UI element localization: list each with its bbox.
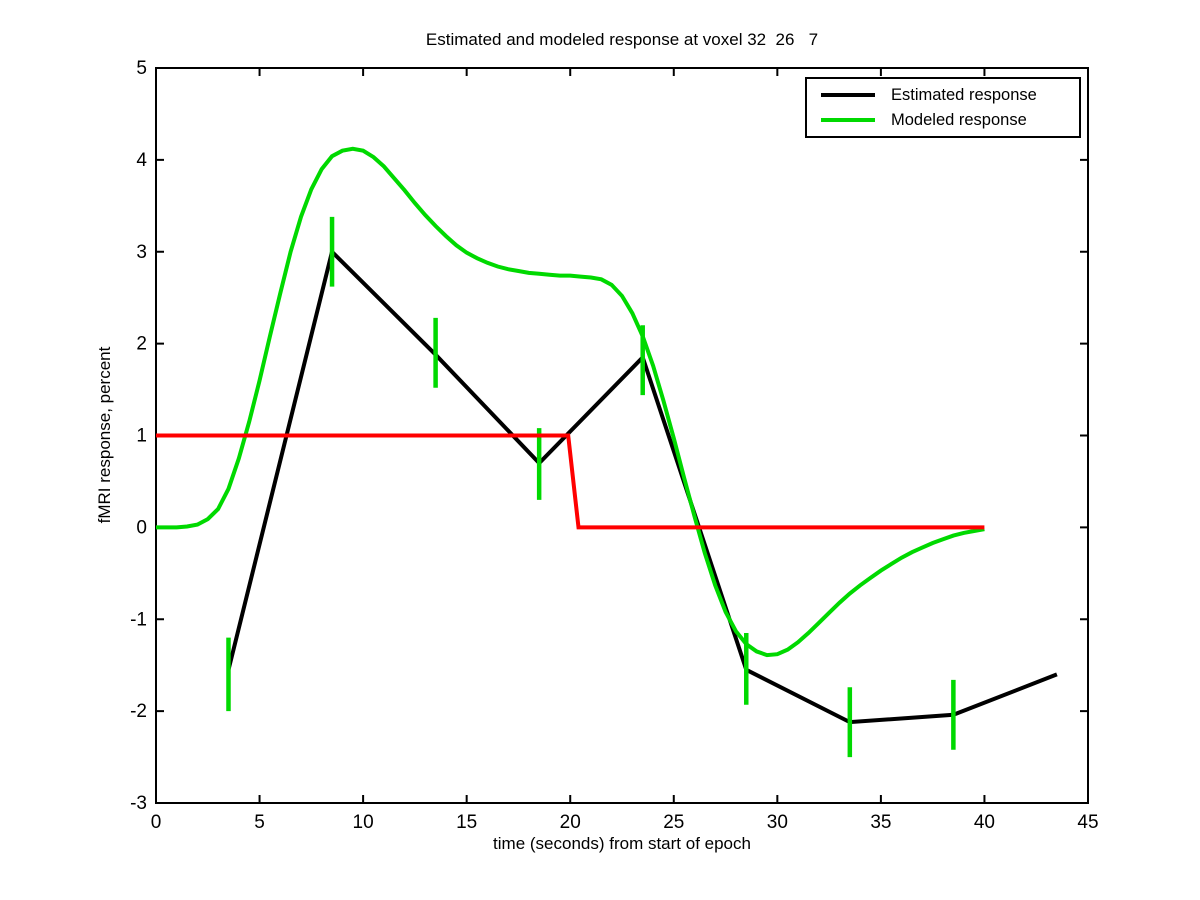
y-tick-label: -2 — [130, 701, 147, 722]
legend-label: Estimated response — [891, 86, 1037, 104]
x-tick-label: 30 — [767, 812, 788, 833]
legend-line-sample — [821, 117, 875, 122]
stimulus-line — [156, 433, 985, 530]
estimated-response-line — [226, 247, 1058, 725]
x-tick-label: 0 — [151, 812, 162, 833]
y-tick-label: 4 — [136, 150, 147, 171]
x-tick-label: 15 — [456, 812, 477, 833]
legend: Estimated response Modeled response — [805, 77, 1081, 138]
x-tick-label: 40 — [974, 812, 995, 833]
y-tick-label: 2 — [136, 334, 147, 355]
y-tick-label: 1 — [136, 426, 147, 447]
y-tick-label: -1 — [130, 609, 147, 630]
legend-label: Modeled response — [891, 110, 1027, 129]
legend-entry: Estimated response — [807, 87, 1079, 104]
modeled-response-line — [156, 146, 985, 658]
y-axis-label: fMRI response, percent — [95, 346, 114, 524]
chart-title: Estimated and modeled response at voxel … — [425, 30, 819, 49]
x-tick-label: 10 — [353, 812, 374, 833]
y-tick-label: 3 — [136, 242, 147, 263]
y-tick-label: -3 — [130, 793, 147, 814]
y-tick-label: 0 — [136, 517, 147, 538]
x-tick-label: 25 — [663, 812, 684, 833]
x-tick-label: 45 — [1077, 812, 1098, 833]
x-tick-label: 5 — [254, 812, 265, 833]
y-tick-label: 5 — [136, 58, 147, 79]
x-axis-label: time (seconds) from start of epoch — [493, 834, 751, 853]
x-tick-label: 35 — [870, 812, 891, 833]
x-tick-label: 20 — [560, 812, 581, 833]
legend-line-sample — [821, 93, 875, 98]
legend-entry: Modeled response — [807, 110, 1079, 129]
